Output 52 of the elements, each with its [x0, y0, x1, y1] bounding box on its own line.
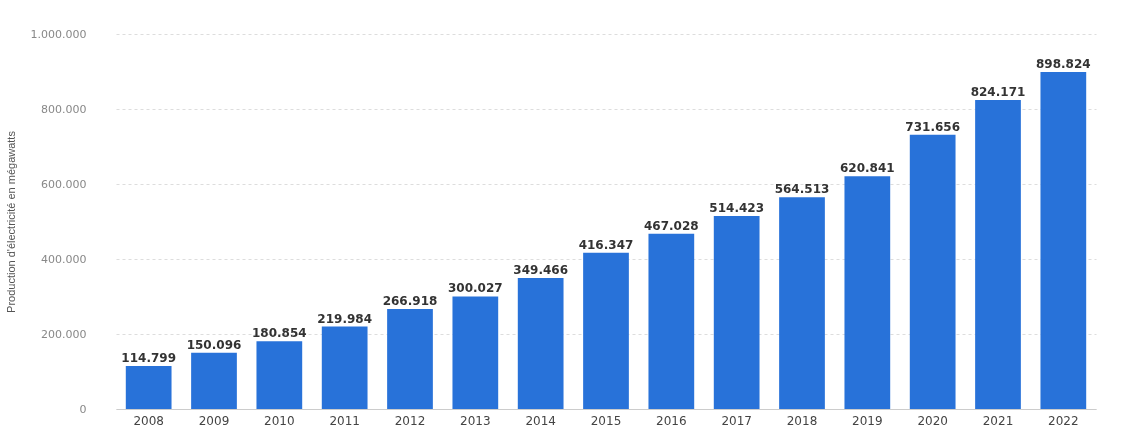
bar [517, 277, 564, 409]
bar [648, 233, 695, 409]
x-tick-label: 2016 [656, 413, 687, 428]
bar [452, 296, 499, 409]
data-label: 514.423 [709, 201, 764, 216]
data-label: 266.918 [382, 293, 438, 308]
x-tick-label: 2018 [786, 413, 818, 428]
y-tick-label: 400.000 [41, 252, 87, 266]
x-tick-label: 2021 [982, 413, 1014, 428]
y-tick-label: 200.000 [41, 327, 87, 341]
x-tick-label: 2017 [721, 413, 752, 428]
x-tick-label: 2012 [394, 413, 426, 428]
data-label: 564.513 [774, 182, 830, 197]
data-label: 349.466 [513, 262, 568, 277]
y-axis-title: Production d'électricité en mégawatts [4, 130, 17, 313]
bar [321, 326, 368, 409]
x-tick-label: 2008 [133, 413, 164, 428]
data-label: 180.854 [252, 326, 307, 341]
data-label: 731.656 [905, 119, 960, 134]
data-label: 898.824 [1036, 56, 1091, 71]
x-tick-label: 2022 [1048, 413, 1079, 428]
bar [779, 197, 825, 409]
data-label: 467.028 [644, 218, 699, 233]
bar [191, 352, 237, 409]
x-tick-label: 2013 [460, 413, 491, 428]
x-tick-label: 2020 [917, 413, 948, 428]
y-tick-label: 800.000 [41, 102, 87, 116]
y-tick-label: 600.000 [41, 177, 87, 191]
data-label: 219.984 [317, 311, 372, 326]
bar [713, 216, 760, 409]
data-label: 114.799 [121, 350, 176, 365]
data-label: 416.347 [578, 237, 634, 252]
x-tick-label: 2010 [264, 413, 295, 428]
bar [975, 99, 1021, 409]
y-tick-label: 0 [79, 402, 87, 416]
x-tick-label: 2019 [852, 413, 883, 428]
bar [583, 252, 629, 409]
data-label: 300.027 [448, 281, 503, 296]
data-label: 620.841 [840, 161, 895, 176]
bar [256, 341, 303, 409]
bar [909, 134, 956, 409]
x-tick-label: 2015 [590, 413, 622, 428]
data-label: 824.171 [970, 84, 1026, 99]
y-tick-label: 1.000.000 [30, 27, 87, 41]
x-tick-label: 2014 [525, 413, 556, 428]
bar [125, 365, 172, 409]
bar [844, 176, 891, 409]
x-tick-label: 2011 [329, 413, 360, 428]
bar [387, 308, 433, 409]
data-label: 150.096 [186, 337, 242, 352]
x-tick-label: 2009 [198, 413, 230, 428]
bar [1040, 71, 1087, 409]
